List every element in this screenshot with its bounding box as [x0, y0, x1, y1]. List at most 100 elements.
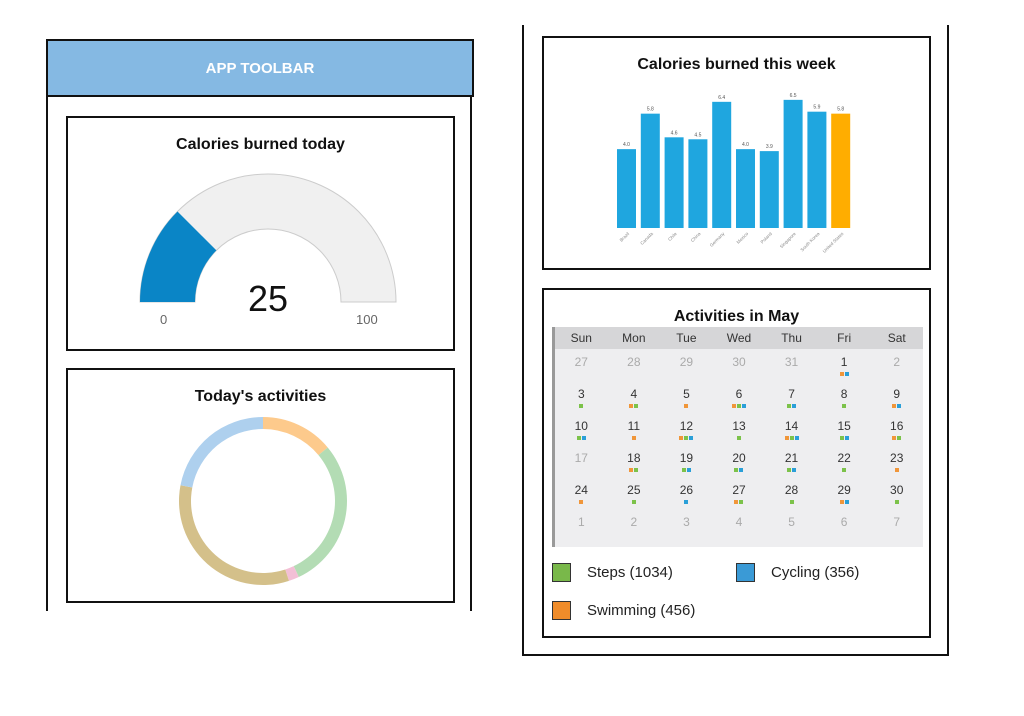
activity-dot	[734, 500, 739, 504]
activity-dot	[892, 404, 897, 408]
calendar-day[interactable]: 17	[555, 445, 608, 477]
activity-dot	[631, 436, 636, 440]
calendar-day[interactable]: 27	[713, 477, 766, 509]
toolbar-title: APP TOOLBAR	[205, 59, 315, 77]
calendar-day[interactable]: 4	[608, 381, 661, 413]
bar-category-label: Poland	[760, 231, 774, 245]
day-number: 3	[577, 387, 585, 401]
cycling-swatch	[736, 563, 755, 582]
day-number: 20	[732, 451, 746, 465]
calendar-day[interactable]: 31	[765, 349, 818, 381]
calendar-day[interactable]: 5	[660, 381, 713, 413]
activity-dot	[839, 372, 844, 376]
day-number: 4	[630, 387, 638, 401]
activity-dots	[608, 436, 661, 442]
calendar-day[interactable]: 29	[818, 477, 871, 509]
calendar-day[interactable]: 18	[608, 445, 661, 477]
calendar-day[interactable]: 12	[660, 413, 713, 445]
activities-donut-chart	[179, 417, 347, 585]
activity-dots	[608, 468, 661, 474]
day-number: 10	[574, 419, 588, 433]
bar-category-label: United States	[822, 231, 845, 254]
calendar-day[interactable]: 16	[870, 413, 923, 445]
calendar-day[interactable]: 6	[818, 509, 871, 541]
activity-dots	[555, 500, 608, 506]
day-number: 2	[630, 515, 638, 529]
calendar-day[interactable]: 14	[765, 413, 818, 445]
day-number: 27	[732, 483, 746, 497]
calendar-day[interactable]: 28	[765, 477, 818, 509]
activity-dot	[792, 468, 797, 472]
activity-dot	[634, 404, 639, 408]
day-number: 6	[840, 515, 848, 529]
calendar-day[interactable]: 15	[818, 413, 871, 445]
calendar-day[interactable]: 2	[608, 509, 661, 541]
calendar-day[interactable]: 6	[713, 381, 766, 413]
calendar-day[interactable]: 28	[608, 349, 661, 381]
day-number: 4	[735, 515, 743, 529]
calendar-day[interactable]: 30	[870, 477, 923, 509]
calendar-day[interactable]: 13	[713, 413, 766, 445]
activity-dot	[634, 468, 639, 472]
calendar-day[interactable]: 20	[713, 445, 766, 477]
calendar-day[interactable]: 9	[870, 381, 923, 413]
activity-dots	[870, 436, 923, 442]
calendar-day[interactable]: 29	[660, 349, 713, 381]
legend-label: Cycling (356)	[771, 564, 860, 581]
calendar-day[interactable]: 4	[713, 509, 766, 541]
calendar-day[interactable]: 7	[765, 381, 818, 413]
bar-value-label: 3.9	[766, 144, 773, 150]
activity-dot	[731, 404, 736, 408]
activity-dot	[789, 500, 794, 504]
activity-dot	[839, 436, 844, 440]
calendar-day[interactable]: 21	[765, 445, 818, 477]
activity-dot	[787, 468, 792, 472]
calendar-day[interactable]: 8	[818, 381, 871, 413]
weekday-label: Tue	[676, 331, 697, 345]
calendar: Sun Mon Tue Wed Thu Fri Sat 27 28 29 30 31 1 2 3 4 5 6 7 8…	[552, 327, 923, 547]
calendar-day[interactable]: 5	[765, 509, 818, 541]
activity-dot	[739, 468, 744, 472]
bar-value-label: 5.8	[647, 107, 654, 113]
calendar-day[interactable]: 24	[555, 477, 608, 509]
calendar-day[interactable]: 27	[555, 349, 608, 381]
day-number: 8	[840, 387, 848, 401]
calendar-day[interactable]: 1	[555, 509, 608, 541]
calendar-day[interactable]: 1	[818, 349, 871, 381]
activity-dots	[713, 372, 766, 378]
calendar-day[interactable]: 3	[660, 509, 713, 541]
activity-dot	[844, 436, 849, 440]
activity-dots	[765, 532, 818, 538]
day-number: 18	[627, 451, 641, 465]
activity-dot	[689, 436, 694, 440]
calendar-day[interactable]: 30	[713, 349, 766, 381]
activity-dot	[894, 500, 899, 504]
donut-segment-orange	[263, 417, 328, 456]
activity-dots	[818, 468, 871, 474]
bar-Singapore	[783, 99, 803, 228]
calendar-day[interactable]: 26	[660, 477, 713, 509]
gauge-max-label: 100	[356, 312, 378, 327]
day-number: 19	[679, 451, 694, 465]
calendar-day[interactable]: 19	[660, 445, 713, 477]
gauge-value: 25	[247, 278, 289, 319]
calendar-day[interactable]: 25	[608, 477, 661, 509]
bar-value-label: 4.0	[742, 142, 749, 148]
gauge-chart	[139, 173, 397, 303]
bar-Brazil	[617, 149, 636, 228]
bar-category-label: Brazil	[619, 231, 631, 243]
calendar-day[interactable]: 11	[608, 413, 661, 445]
activity-dots	[870, 468, 923, 474]
activity-dot	[684, 500, 689, 504]
calendar-day[interactable]: 10	[555, 413, 608, 445]
calendar-day[interactable]: 3	[555, 381, 608, 413]
activity-dot	[842, 404, 847, 408]
day-number: 11	[627, 419, 641, 433]
day-number: 30	[732, 355, 746, 369]
calendar-day[interactable]: 23	[870, 445, 923, 477]
calendar-day[interactable]: 2	[870, 349, 923, 381]
calendar-day[interactable]: 22	[818, 445, 871, 477]
calendar-day[interactable]: 7	[870, 509, 923, 541]
donut-segment-tan	[179, 485, 289, 585]
activity-dots	[818, 532, 871, 538]
